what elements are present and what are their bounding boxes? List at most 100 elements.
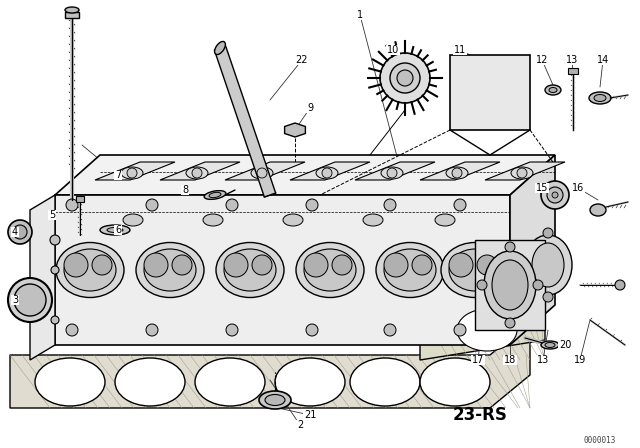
Text: 19: 19	[574, 355, 586, 365]
Ellipse shape	[186, 167, 208, 179]
Circle shape	[8, 278, 52, 322]
Circle shape	[452, 168, 462, 178]
Circle shape	[146, 324, 158, 336]
Circle shape	[384, 199, 396, 211]
Circle shape	[397, 70, 413, 86]
Text: 12: 12	[536, 55, 548, 65]
Circle shape	[146, 199, 158, 211]
Text: 1: 1	[465, 70, 470, 79]
Ellipse shape	[144, 249, 196, 291]
Ellipse shape	[64, 249, 116, 291]
Text: 13: 13	[566, 55, 578, 65]
Text: 1: 1	[357, 10, 363, 20]
Ellipse shape	[35, 358, 105, 406]
Ellipse shape	[265, 395, 285, 405]
Polygon shape	[55, 195, 510, 345]
Circle shape	[226, 324, 238, 336]
Text: 3: 3	[508, 83, 513, 92]
Polygon shape	[160, 162, 240, 180]
Ellipse shape	[204, 190, 226, 199]
Ellipse shape	[457, 309, 517, 351]
Ellipse shape	[384, 249, 436, 291]
Circle shape	[412, 255, 432, 275]
Ellipse shape	[549, 87, 557, 92]
Polygon shape	[475, 240, 545, 330]
Circle shape	[304, 253, 328, 277]
Text: 13: 13	[537, 355, 549, 365]
Ellipse shape	[203, 214, 223, 226]
Circle shape	[454, 199, 466, 211]
Text: 2: 2	[488, 70, 493, 79]
Circle shape	[252, 255, 272, 275]
Circle shape	[226, 199, 238, 211]
Ellipse shape	[446, 167, 468, 179]
Circle shape	[66, 324, 78, 336]
Ellipse shape	[100, 225, 130, 235]
Ellipse shape	[251, 167, 273, 179]
Circle shape	[92, 255, 112, 275]
Circle shape	[380, 53, 430, 103]
Polygon shape	[95, 162, 175, 180]
Ellipse shape	[304, 249, 356, 291]
Text: 17: 17	[472, 355, 484, 365]
Ellipse shape	[484, 251, 536, 319]
Ellipse shape	[283, 214, 303, 226]
Polygon shape	[225, 162, 305, 180]
Text: 0000013: 0000013	[584, 435, 616, 444]
Circle shape	[541, 181, 569, 209]
Circle shape	[387, 168, 397, 178]
Ellipse shape	[209, 192, 221, 198]
Circle shape	[51, 316, 59, 324]
Text: 15: 15	[536, 183, 548, 193]
Circle shape	[306, 324, 318, 336]
Text: 21: 21	[304, 410, 316, 420]
Circle shape	[543, 228, 553, 238]
Circle shape	[454, 324, 466, 336]
Circle shape	[144, 253, 168, 277]
Ellipse shape	[56, 242, 124, 297]
Polygon shape	[355, 162, 435, 180]
Text: 3: 3	[12, 295, 18, 305]
Polygon shape	[450, 55, 530, 130]
Polygon shape	[214, 46, 276, 197]
Text: 4: 4	[12, 227, 18, 237]
Text: 22: 22	[296, 55, 308, 65]
Ellipse shape	[123, 214, 143, 226]
Circle shape	[306, 199, 318, 211]
Ellipse shape	[121, 167, 143, 179]
Text: 20: 20	[559, 340, 571, 350]
Ellipse shape	[195, 358, 265, 406]
Circle shape	[332, 255, 352, 275]
Circle shape	[384, 324, 396, 336]
Bar	[76, 196, 84, 202]
Polygon shape	[485, 162, 565, 180]
Text: 6: 6	[115, 225, 121, 235]
Ellipse shape	[532, 243, 564, 287]
Text: 9: 9	[307, 103, 313, 113]
Polygon shape	[65, 12, 79, 18]
Text: 10: 10	[387, 45, 399, 55]
Text: 5: 5	[49, 210, 55, 220]
Bar	[568, 68, 578, 74]
Circle shape	[477, 255, 497, 275]
Ellipse shape	[511, 167, 533, 179]
Polygon shape	[285, 123, 305, 137]
Ellipse shape	[420, 358, 490, 406]
Polygon shape	[420, 290, 545, 360]
Circle shape	[13, 225, 27, 239]
Ellipse shape	[545, 343, 555, 348]
Ellipse shape	[107, 228, 123, 233]
Circle shape	[257, 168, 267, 178]
Ellipse shape	[316, 167, 338, 179]
Circle shape	[8, 220, 32, 244]
Circle shape	[552, 192, 558, 198]
Polygon shape	[420, 162, 500, 180]
Text: 23-RS: 23-RS	[452, 406, 508, 424]
Circle shape	[543, 292, 553, 302]
Ellipse shape	[441, 242, 509, 297]
Polygon shape	[55, 155, 555, 195]
Circle shape	[192, 168, 202, 178]
Ellipse shape	[363, 214, 383, 226]
Polygon shape	[510, 155, 555, 345]
Ellipse shape	[214, 42, 225, 55]
